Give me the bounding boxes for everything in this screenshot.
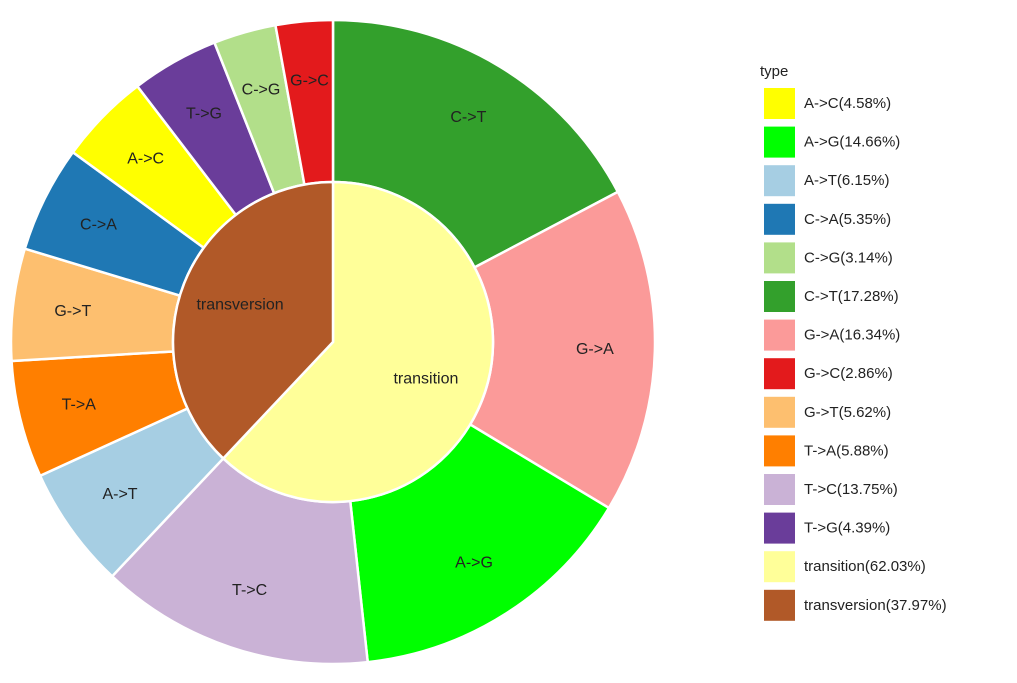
legend-entries: A->C(4.58%) A->G(14.66%) A->T(6.15%) C->A(5…	[764, 88, 947, 621]
outer-label-a-to-t: A->T	[102, 486, 137, 503]
inner-ring	[171, 180, 495, 504]
legend-swatch-transversion-37-97-	[764, 589, 795, 621]
outer-ring	[9, 18, 657, 666]
legend-swatch-t-to-g-4-39-	[764, 512, 795, 544]
inner-label-transition: transition	[393, 370, 458, 387]
legend-swatch-t-to-a-5-88-	[764, 435, 795, 467]
legend-swatch-a-to-g-14-66-	[764, 126, 795, 158]
legend-swatch-c-to-g-3-14-	[764, 242, 795, 274]
outer-label-g-to-t: G->T	[54, 303, 91, 320]
slice-labels: C->T G->A A->G T->C A->T T->A G->T C->A A->C T->G…	[54, 73, 614, 599]
outer-label-t-to-a: T->A	[62, 397, 97, 414]
legend-swatch-a-to-t-6-15-	[764, 165, 795, 197]
legend-label-c-to-g-3-14-: C->G(3.14%)	[804, 249, 893, 266]
outer-label-c-to-g: C->G	[242, 82, 281, 99]
outer-label-a-to-c: A->C	[127, 150, 164, 167]
outer-label-c-to-a: C->A	[80, 217, 117, 234]
outer-label-g-to-c: G->C	[290, 73, 329, 90]
legend-swatch-c-to-t-17-28-	[764, 281, 795, 312]
legend-label-t-to-c-13-75-: T->C(13.75%)	[804, 481, 898, 498]
legend-label-c-to-a-5-35-: C->A(5.35%)	[804, 211, 891, 228]
legend-label-transition-62-03-: transition(62.03%)	[804, 558, 926, 575]
legend-label-transversion-37-97-: transversion(37.97%)	[804, 597, 947, 614]
outer-label-g-to-a: G->A	[576, 341, 614, 358]
legend-swatch-transition-62-03-	[764, 551, 795, 583]
outer-label-a-to-g: A->G	[455, 554, 493, 571]
legend-label-g-to-a-16-34-: G->A(16.34%)	[804, 327, 900, 344]
legend-swatch-t-to-c-13-75-	[764, 474, 795, 505]
legend-label-t-to-a-5-88-: T->A(5.88%)	[804, 442, 889, 459]
legend-swatch-g-to-a-16-34-	[764, 319, 795, 351]
legend-swatch-c-to-a-5-35-	[764, 203, 795, 235]
legend-label-a-to-c-4-58-: A->C(4.58%)	[804, 95, 891, 112]
legend-label-a-to-g-14-66-: A->G(14.66%)	[804, 134, 900, 151]
inner-slice-transition	[221, 180, 495, 504]
outer-label-t-to-g: T->G	[186, 105, 222, 122]
legend: type A->C(4.58%) A->G(14.66%) A->T(6.15%) C…	[760, 63, 947, 621]
legend-title: type	[760, 63, 788, 80]
legend-label-g-to-t-5-62-: G->T(5.62%)	[804, 404, 891, 421]
outer-label-c-to-t: C->T	[450, 109, 486, 126]
outer-label-t-to-c: T->C	[232, 582, 267, 599]
legend-label-c-to-t-17-28-: C->T(17.28%)	[804, 288, 899, 305]
legend-swatch-g-to-c-2-86-	[764, 358, 795, 390]
legend-label-a-to-t-6-15-: A->T(6.15%)	[804, 172, 889, 189]
inner-slice-transversion	[171, 180, 335, 461]
inner-label-transversion: transversion	[196, 297, 283, 314]
legend-swatch-a-to-c-4-58-	[764, 88, 795, 119]
legend-label-g-to-c-2-86-: G->C(2.86%)	[804, 365, 893, 382]
legend-label-t-to-g-4-39-: T->G(4.39%)	[804, 520, 890, 537]
legend-swatch-g-to-t-5-62-	[764, 396, 795, 428]
